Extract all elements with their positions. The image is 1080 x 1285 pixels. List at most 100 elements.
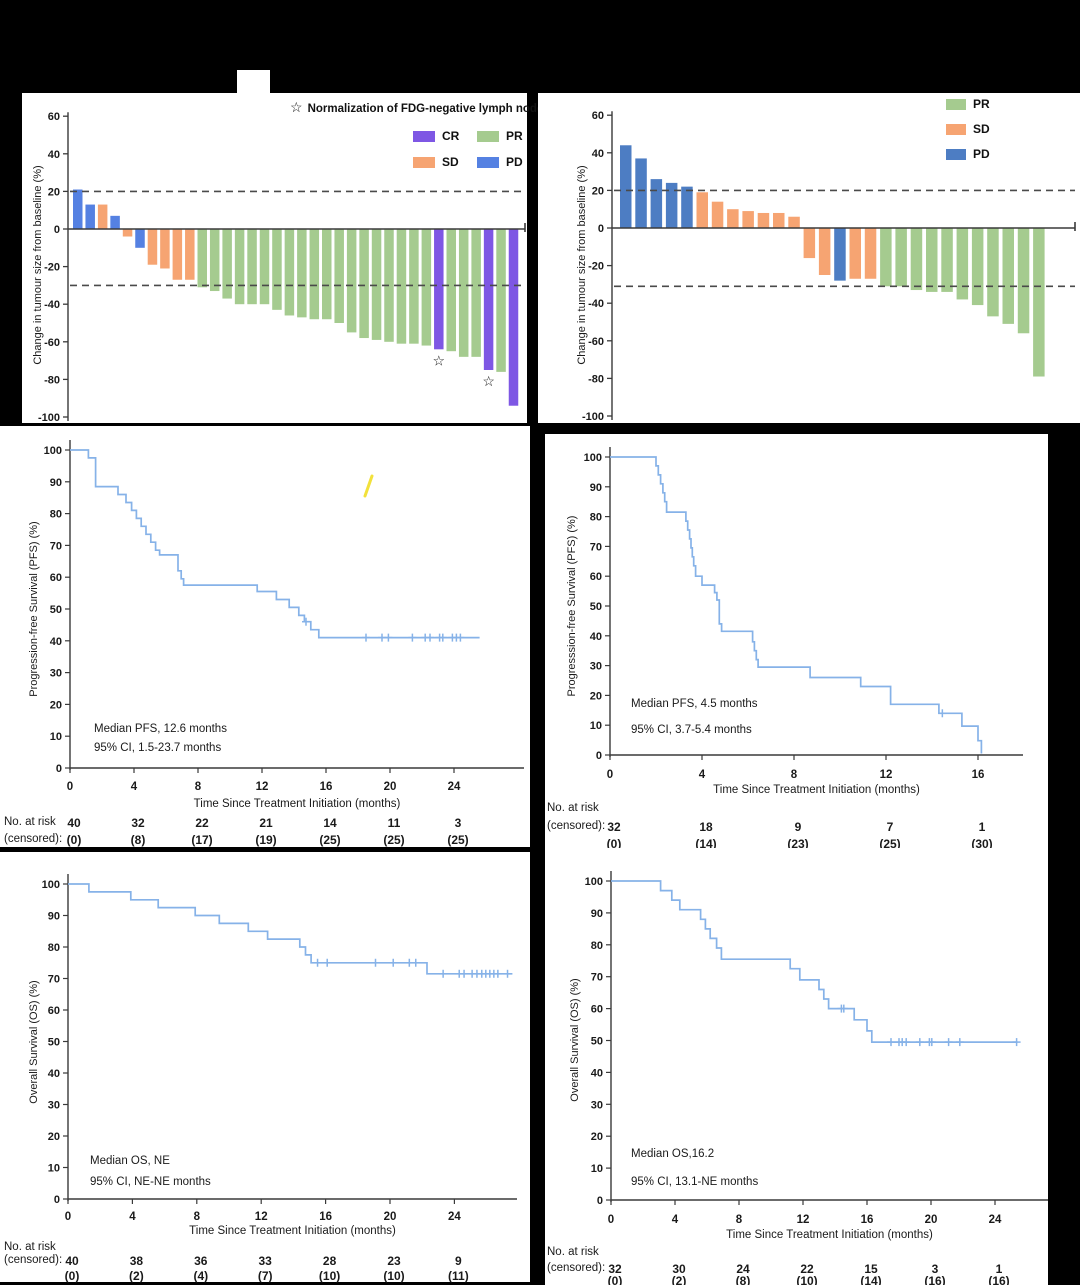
censor-tick bbox=[927, 1038, 936, 1047]
censor-tick bbox=[456, 633, 465, 642]
waterfall-bar-sd bbox=[773, 212, 785, 228]
y-tick-label: 70 bbox=[591, 972, 603, 984]
censor-tick bbox=[411, 958, 420, 967]
censored-count: (30) bbox=[971, 837, 993, 851]
waterfall-bar-pr bbox=[284, 229, 295, 316]
x-tick-label: 12 bbox=[256, 781, 269, 793]
y-tick-label: 20 bbox=[592, 185, 604, 197]
waterfall-bar-pr bbox=[471, 229, 481, 357]
legend-swatch-pr bbox=[477, 130, 499, 142]
risk-count: 30 bbox=[672, 1262, 686, 1276]
km-plot: 0 10 20 30 40 50 60 70 80 90 100 0 4 8 12 16 20 24 bbox=[42, 874, 517, 1223]
x-tick-label: 20 bbox=[925, 1214, 938, 1226]
risk-count: 14 bbox=[323, 816, 337, 830]
legend-swatch-pd bbox=[946, 148, 966, 160]
waterfall-bar-pd bbox=[665, 182, 678, 228]
censored-count: (4) bbox=[193, 1269, 209, 1283]
censor-tick bbox=[1012, 1038, 1021, 1047]
y-tick-label: 100 bbox=[584, 452, 602, 464]
x-axis-label: Time Since Treatment Initiation (months) bbox=[713, 784, 920, 796]
x-tick-label: 8 bbox=[194, 1211, 201, 1223]
censored-count: (25) bbox=[319, 833, 341, 847]
y-tick-label: 100 bbox=[44, 445, 62, 457]
waterfall-bar-sd bbox=[122, 229, 133, 237]
y-axis-label: Progresssion-free Survival (PFS) (%) bbox=[566, 515, 578, 697]
waterfall-bar-sd bbox=[864, 228, 877, 279]
star-icon: ☆ bbox=[433, 352, 446, 368]
survival-curve bbox=[610, 456, 983, 754]
censored-count: (16) bbox=[988, 1274, 1010, 1285]
waterfall-bar-pr bbox=[421, 229, 432, 346]
censor-tick bbox=[439, 969, 448, 978]
censored-table-label: (censored): bbox=[4, 1254, 63, 1266]
waterfall-bar-pr bbox=[1002, 228, 1014, 324]
y-tick-label: 90 bbox=[50, 477, 62, 489]
risk-count: 28 bbox=[322, 1254, 337, 1268]
risk-count: 24 bbox=[736, 1262, 750, 1276]
censor-tick bbox=[460, 969, 469, 978]
y-tick-label: 20 bbox=[590, 690, 602, 702]
censored-count: (8) bbox=[735, 1274, 751, 1285]
y-tick-label: 50 bbox=[48, 1037, 60, 1049]
x-tick-label: 0 bbox=[608, 1214, 614, 1226]
x-tick-label: 16 bbox=[319, 1211, 332, 1223]
y-tick-label: 0 bbox=[54, 1194, 60, 1206]
censored-count: (19) bbox=[255, 833, 277, 847]
censor-tick bbox=[323, 958, 332, 967]
km-pfs-panel-right: 0 10 20 30 40 50 60 70 80 90 100 0 4 8 12 16 Progresssi… bbox=[545, 434, 1048, 851]
median-annotation: Median OS,16.2 bbox=[631, 1148, 715, 1160]
y-tick-label: 0 bbox=[596, 750, 602, 762]
censored-table-label: (censored): bbox=[547, 820, 606, 832]
risk-count: 11 bbox=[387, 816, 401, 830]
y-tick-label: -100 bbox=[582, 411, 604, 423]
waterfall-bar-pr bbox=[334, 229, 344, 323]
x-axis-label: Time Since Treatment Initiation (months) bbox=[189, 1225, 396, 1237]
risk-count: 3 bbox=[454, 816, 462, 830]
waterfall-bar-sd bbox=[757, 212, 770, 228]
km-plot: 0 10 20 30 40 50 60 70 80 90 100 0 4 8 12 16 20 24 bbox=[44, 440, 524, 793]
waterfall-bar-pd bbox=[85, 204, 95, 229]
censor-tick bbox=[915, 1038, 924, 1047]
censor-tick bbox=[302, 617, 310, 626]
waterfall-bar-pd bbox=[135, 229, 145, 248]
risk-table-label: No. at risk bbox=[4, 816, 56, 828]
y-axis-label: Change in tumour size from baseline (%) bbox=[576, 165, 588, 365]
risk-count: 15 bbox=[864, 1262, 878, 1276]
waterfall-panel-left: 60 40 20 0 -20 -40 -60 -80 -100 ☆ ☆ Change in tumo… bbox=[22, 93, 543, 423]
y-tick-label: 40 bbox=[48, 149, 60, 161]
page-margin-notch bbox=[237, 70, 270, 93]
waterfall-bar-sd bbox=[742, 211, 754, 228]
waterfall-panel-right: 60 40 20 0 -20 -40 -60 -80 -100 Change in tumour… bbox=[538, 93, 1080, 423]
legend-item-pd: PD bbox=[477, 155, 523, 169]
median-annotation: Median OS, NE bbox=[90, 1155, 170, 1167]
y-tick-label: 80 bbox=[590, 512, 602, 524]
waterfall-bar-pr bbox=[926, 228, 938, 292]
waterfall-bar-pd bbox=[620, 145, 632, 228]
ci-annotation: 95% CI, 13.1-NE months bbox=[631, 1176, 759, 1188]
y-tick-label: 60 bbox=[48, 1005, 60, 1017]
censor-tick bbox=[938, 709, 947, 718]
censored-count: (7) bbox=[257, 1269, 273, 1283]
y-tick-label: 40 bbox=[48, 1068, 60, 1080]
waterfall-bar-cr bbox=[434, 229, 444, 350]
x-tick-label: 0 bbox=[607, 769, 613, 781]
km-plot: 0 10 20 30 40 50 60 70 80 90 100 0 4 8 12 16 20 24 bbox=[585, 871, 1048, 1226]
legend-note: ☆ Normalization of FDG-negative lymph nod… bbox=[290, 99, 543, 116]
risk-count: 33 bbox=[258, 1254, 272, 1268]
censored-count: (0) bbox=[64, 1269, 80, 1283]
x-tick-label: 24 bbox=[448, 781, 461, 793]
survival-curve bbox=[611, 880, 1018, 1043]
y-axis-label: Change in tumour size from baseline (%) bbox=[32, 165, 44, 365]
legend-item-pr: PR bbox=[946, 97, 990, 111]
waterfall-bar-pr bbox=[396, 229, 407, 344]
risk-count: 1 bbox=[995, 1262, 1003, 1276]
risk-count: 36 bbox=[194, 1254, 208, 1268]
waterfall-bar-pd bbox=[834, 228, 846, 281]
waterfall-bar-pr bbox=[987, 228, 999, 317]
censor-tick bbox=[493, 969, 502, 978]
waterfall-bar-pr bbox=[272, 229, 282, 310]
y-tick-label: 90 bbox=[48, 911, 60, 923]
waterfall-bar-sd bbox=[696, 192, 708, 228]
censored-count: (8) bbox=[130, 833, 146, 847]
